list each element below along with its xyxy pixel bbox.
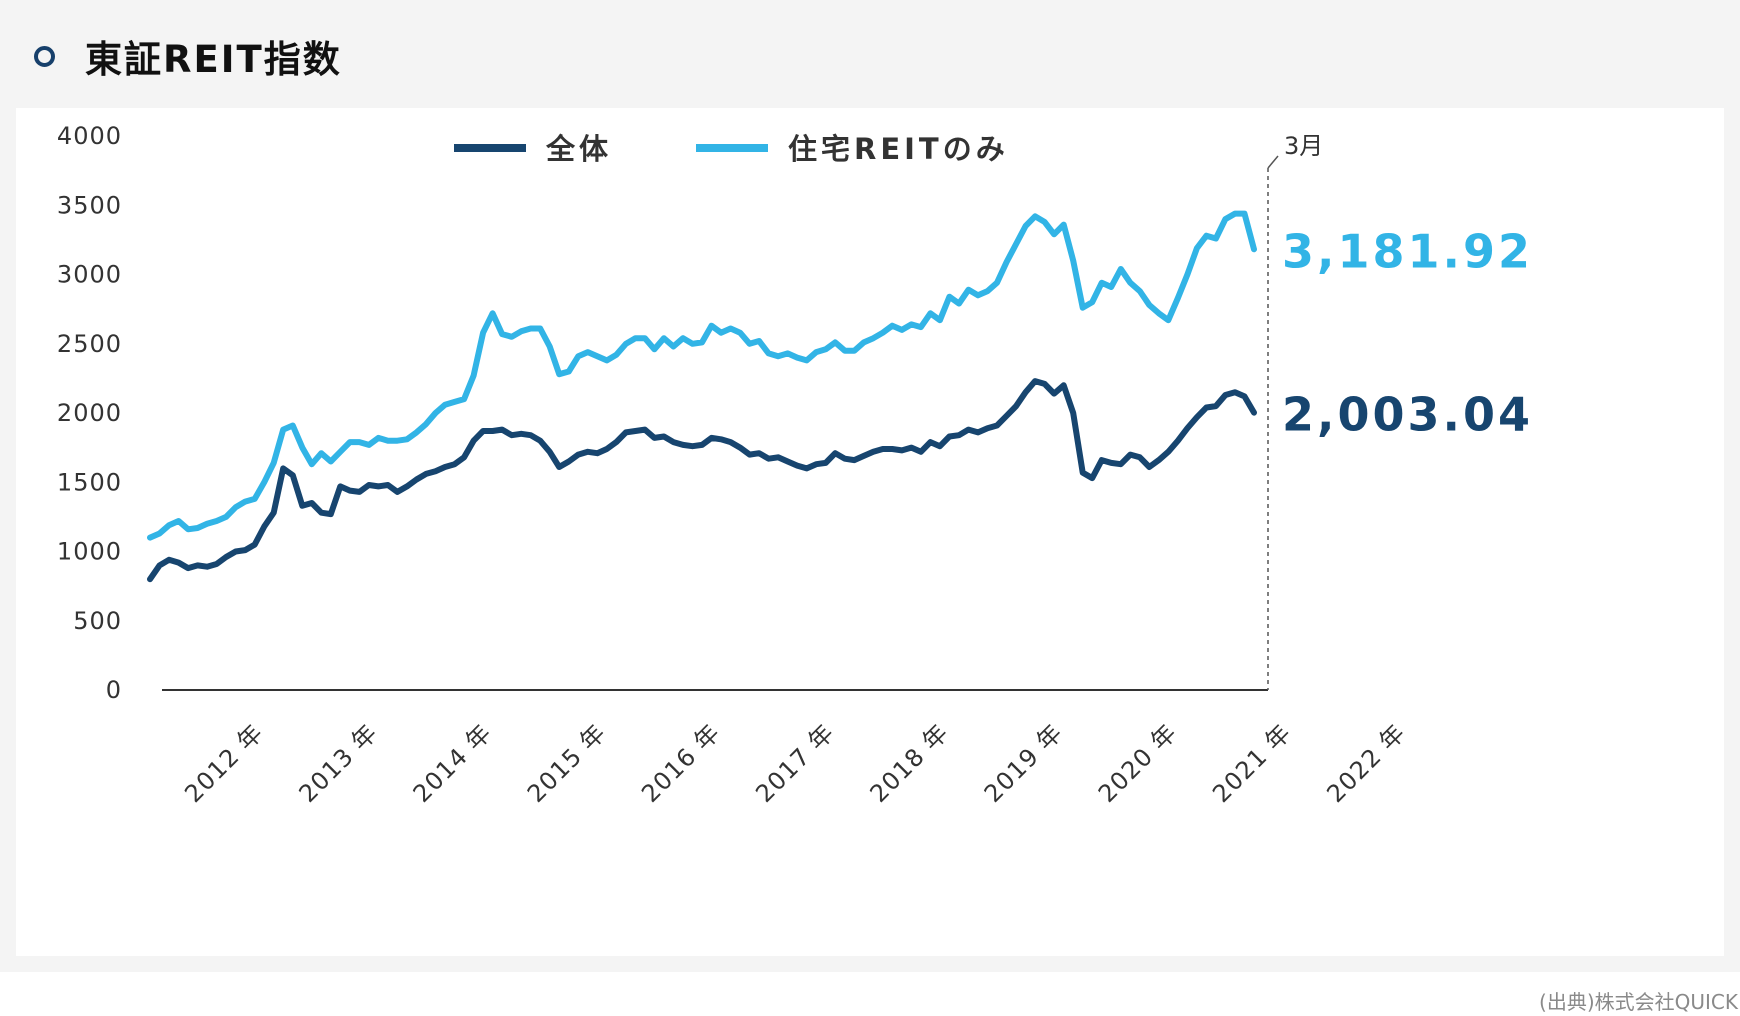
x-tick-label: 2017 年 xyxy=(750,718,840,808)
y-tick-label: 0 xyxy=(106,676,122,704)
reit-index-chart: 4000 3500 3000 2500 2000 1500 1000 500 0 3月 2,003.… xyxy=(57,122,1533,808)
legend-label: 全体 xyxy=(545,132,612,166)
x-tick-label: 2021 年 xyxy=(1207,718,1297,808)
x-tick-label: 2016 年 xyxy=(636,718,726,808)
x-tick-label: 2022 年 xyxy=(1321,718,1411,808)
y-tick-label: 2000 xyxy=(57,399,122,427)
x-tick-label: 2020 年 xyxy=(1093,718,1183,808)
end-marker-tick xyxy=(1267,155,1279,169)
chart-panel: 4000 3500 3000 2500 2000 1500 1000 500 0 3月 2,003.… xyxy=(16,108,1724,956)
page-title: 東証REIT指数 xyxy=(85,38,342,81)
source-note: (出典)株式会社QUICK xyxy=(1539,990,1738,1014)
series-end-value-label: 3,181.92 xyxy=(1282,224,1533,278)
x-tick-label: 2012 年 xyxy=(179,718,269,808)
y-tick-label: 1000 xyxy=(57,538,122,566)
y-tick-label: 3000 xyxy=(57,261,122,289)
y-tick-label: 3500 xyxy=(57,191,122,219)
x-tick-label: 2014 年 xyxy=(408,718,498,808)
series-line xyxy=(147,378,1257,583)
series-line xyxy=(147,210,1257,541)
y-tick-label: 1500 xyxy=(57,468,122,496)
y-tick-label: 500 xyxy=(73,607,122,635)
y-tick-label: 2500 xyxy=(57,330,122,358)
y-tick-label: 4000 xyxy=(57,122,122,150)
circle-bullet-icon xyxy=(34,45,55,67)
end-marker-label: 3月 xyxy=(1284,132,1323,160)
title-row: 東証REIT指数 xyxy=(34,30,342,82)
x-tick-label: 2018 年 xyxy=(865,718,955,808)
x-tick-label: 2015 年 xyxy=(522,718,612,808)
x-tick-label: 2019 年 xyxy=(979,718,1069,808)
series-end-value-label: 2,003.04 xyxy=(1282,388,1533,442)
x-tick-label: 2013 年 xyxy=(294,718,384,808)
legend-label: 住宅REITのみ xyxy=(788,132,1009,166)
